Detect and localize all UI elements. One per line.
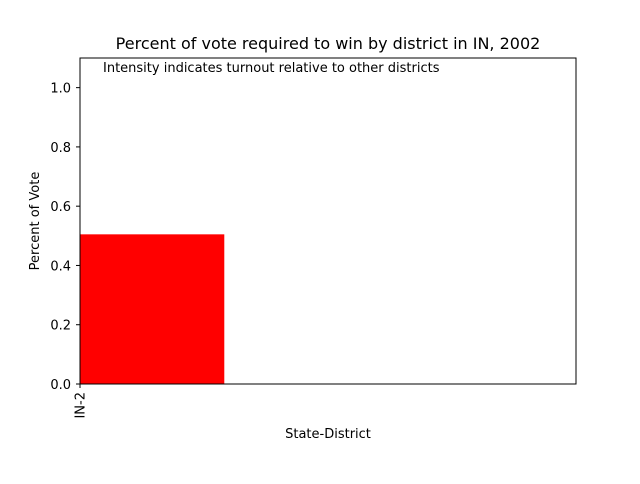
y-tick-label: 0.0 xyxy=(50,378,71,393)
plot-area: Intensity indicates turnout relative to … xyxy=(50,57,577,419)
bars xyxy=(80,234,225,384)
bar-in-2 xyxy=(80,234,225,384)
x-tick-label: IN-2 xyxy=(74,392,89,419)
axes-frame xyxy=(79,57,577,385)
chart-annotation: Intensity indicates turnout relative to … xyxy=(103,61,440,76)
y-tick-label: 0.4 xyxy=(50,259,71,274)
chart-title: Percent of vote required to win by distr… xyxy=(116,34,541,53)
y-axis-ticks: 0.0 0.2 0.4 0.6 0.8 1.0 xyxy=(50,82,80,393)
y-tick-label: 0.8 xyxy=(50,141,71,156)
y-tick-label: 1.0 xyxy=(50,82,71,97)
x-axis-label: State-District xyxy=(285,427,371,442)
y-tick-label: 0.6 xyxy=(50,200,71,215)
y-axis-label: Percent of Vote xyxy=(28,172,43,271)
y-tick-label: 0.2 xyxy=(50,319,71,334)
x-axis-ticks: IN-2 xyxy=(74,384,89,419)
